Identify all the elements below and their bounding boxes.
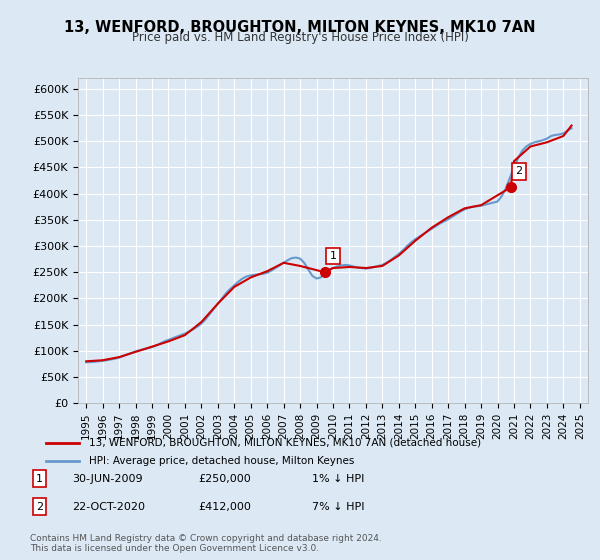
- Text: 30-JUN-2009: 30-JUN-2009: [72, 474, 143, 484]
- Text: 7% ↓ HPI: 7% ↓ HPI: [312, 502, 365, 512]
- Text: 1% ↓ HPI: 1% ↓ HPI: [312, 474, 364, 484]
- Text: 2: 2: [515, 166, 523, 176]
- Text: HPI: Average price, detached house, Milton Keynes: HPI: Average price, detached house, Milt…: [89, 456, 355, 466]
- Text: Price paid vs. HM Land Registry's House Price Index (HPI): Price paid vs. HM Land Registry's House …: [131, 31, 469, 44]
- Text: 22-OCT-2020: 22-OCT-2020: [72, 502, 145, 512]
- Text: Contains HM Land Registry data © Crown copyright and database right 2024.
This d: Contains HM Land Registry data © Crown c…: [30, 534, 382, 553]
- Text: 1: 1: [330, 251, 337, 261]
- Text: 2: 2: [36, 502, 43, 512]
- Text: 13, WENFORD, BROUGHTON, MILTON KEYNES, MK10 7AN: 13, WENFORD, BROUGHTON, MILTON KEYNES, M…: [64, 20, 536, 35]
- Text: 13, WENFORD, BROUGHTON, MILTON KEYNES, MK10 7AN (detached house): 13, WENFORD, BROUGHTON, MILTON KEYNES, M…: [89, 438, 482, 448]
- Text: £250,000: £250,000: [198, 474, 251, 484]
- Text: £412,000: £412,000: [198, 502, 251, 512]
- Text: 1: 1: [36, 474, 43, 484]
